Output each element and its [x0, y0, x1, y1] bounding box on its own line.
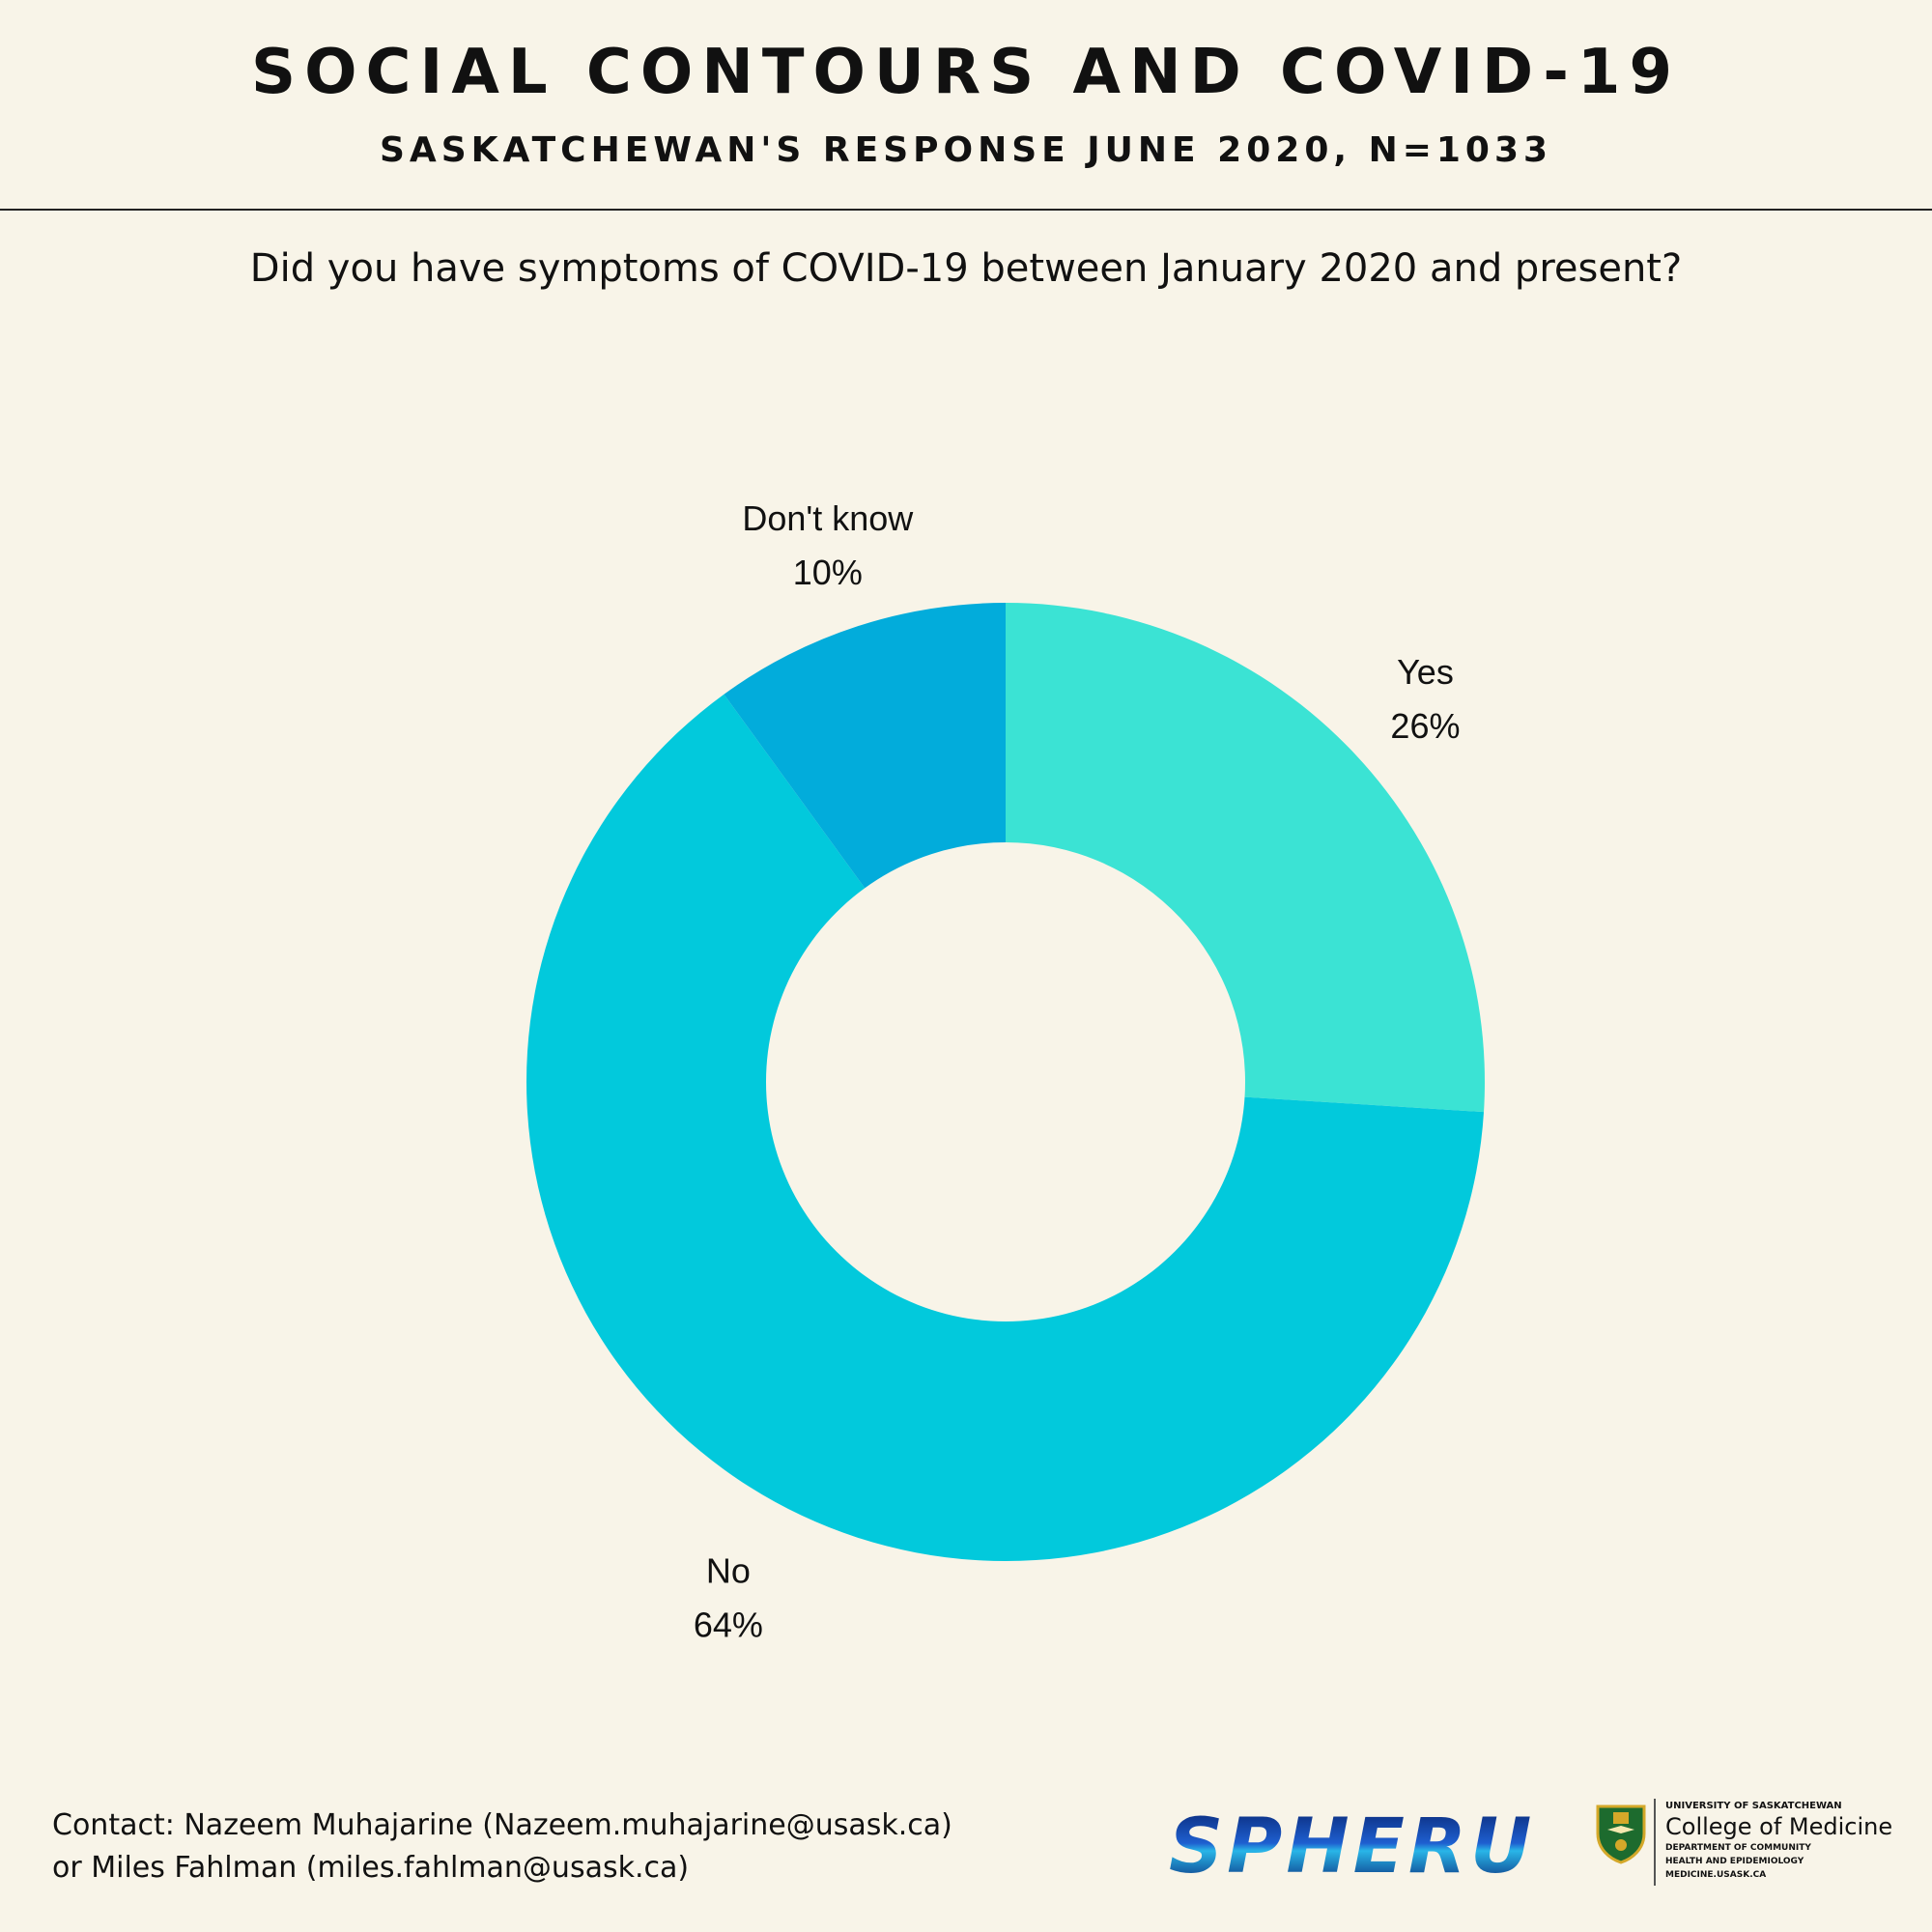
slice-label-no: No	[706, 1550, 751, 1590]
slice-label-yes: Yes	[1397, 652, 1454, 692]
usask-dept-1: DEPARTMENT OF COMMUNITY	[1665, 1843, 1811, 1853]
usask-logo: UNIVERSITY OF SASKATCHEWAN College of Me…	[1665, 1801, 1892, 1881]
slice-yes	[1006, 603, 1485, 1113]
donut-chart: Yes 26% No 64% Don't know 10%	[526, 498, 1485, 1644]
usask-university: UNIVERSITY OF SASKATCHEWAN	[1665, 1801, 1842, 1811]
slice-no	[526, 694, 1485, 1561]
usask-url: MEDICINE.USASK.CA	[1665, 1870, 1767, 1880]
usask-college: College of Medicine	[1665, 1813, 1893, 1840]
slice-don-t-know	[724, 603, 1006, 889]
chart-question: Did you have symptoms of COVID-19 betwee…	[249, 246, 1683, 291]
slice-label-don-t-know: Don't know	[742, 498, 914, 538]
contact-line-1: Contact: Nazeem Muhajarine (Nazeem.muhaj…	[52, 1808, 952, 1842]
page-subtitle: SASKATCHEWAN'S RESPONSE JUNE 2020, N=103…	[379, 130, 1553, 170]
header-divider	[0, 209, 1932, 211]
slice-value-don-t-know: 10%	[793, 553, 863, 592]
contact-line-2: or Miles Fahlman (miles.fahlman@usask.ca…	[52, 1851, 690, 1885]
logo-divider	[1654, 1799, 1656, 1886]
page-title: SOCIAL CONTOURS AND COVID-19	[251, 37, 1681, 108]
spheru-logo-text: SPHERU	[1169, 1808, 1575, 1886]
slice-value-no: 64%	[694, 1605, 763, 1644]
slice-value-yes: 26%	[1390, 706, 1460, 746]
usask-shield-icon	[1596, 1804, 1646, 1864]
contact-info: Contact: Nazeem Muhajarine (Nazeem.muhaj…	[52, 1804, 952, 1889]
usask-dept-2: HEALTH AND EPIDEMIOLOGY	[1665, 1857, 1804, 1866]
spheru-logo: SPHERU	[1169, 1808, 1575, 1886]
